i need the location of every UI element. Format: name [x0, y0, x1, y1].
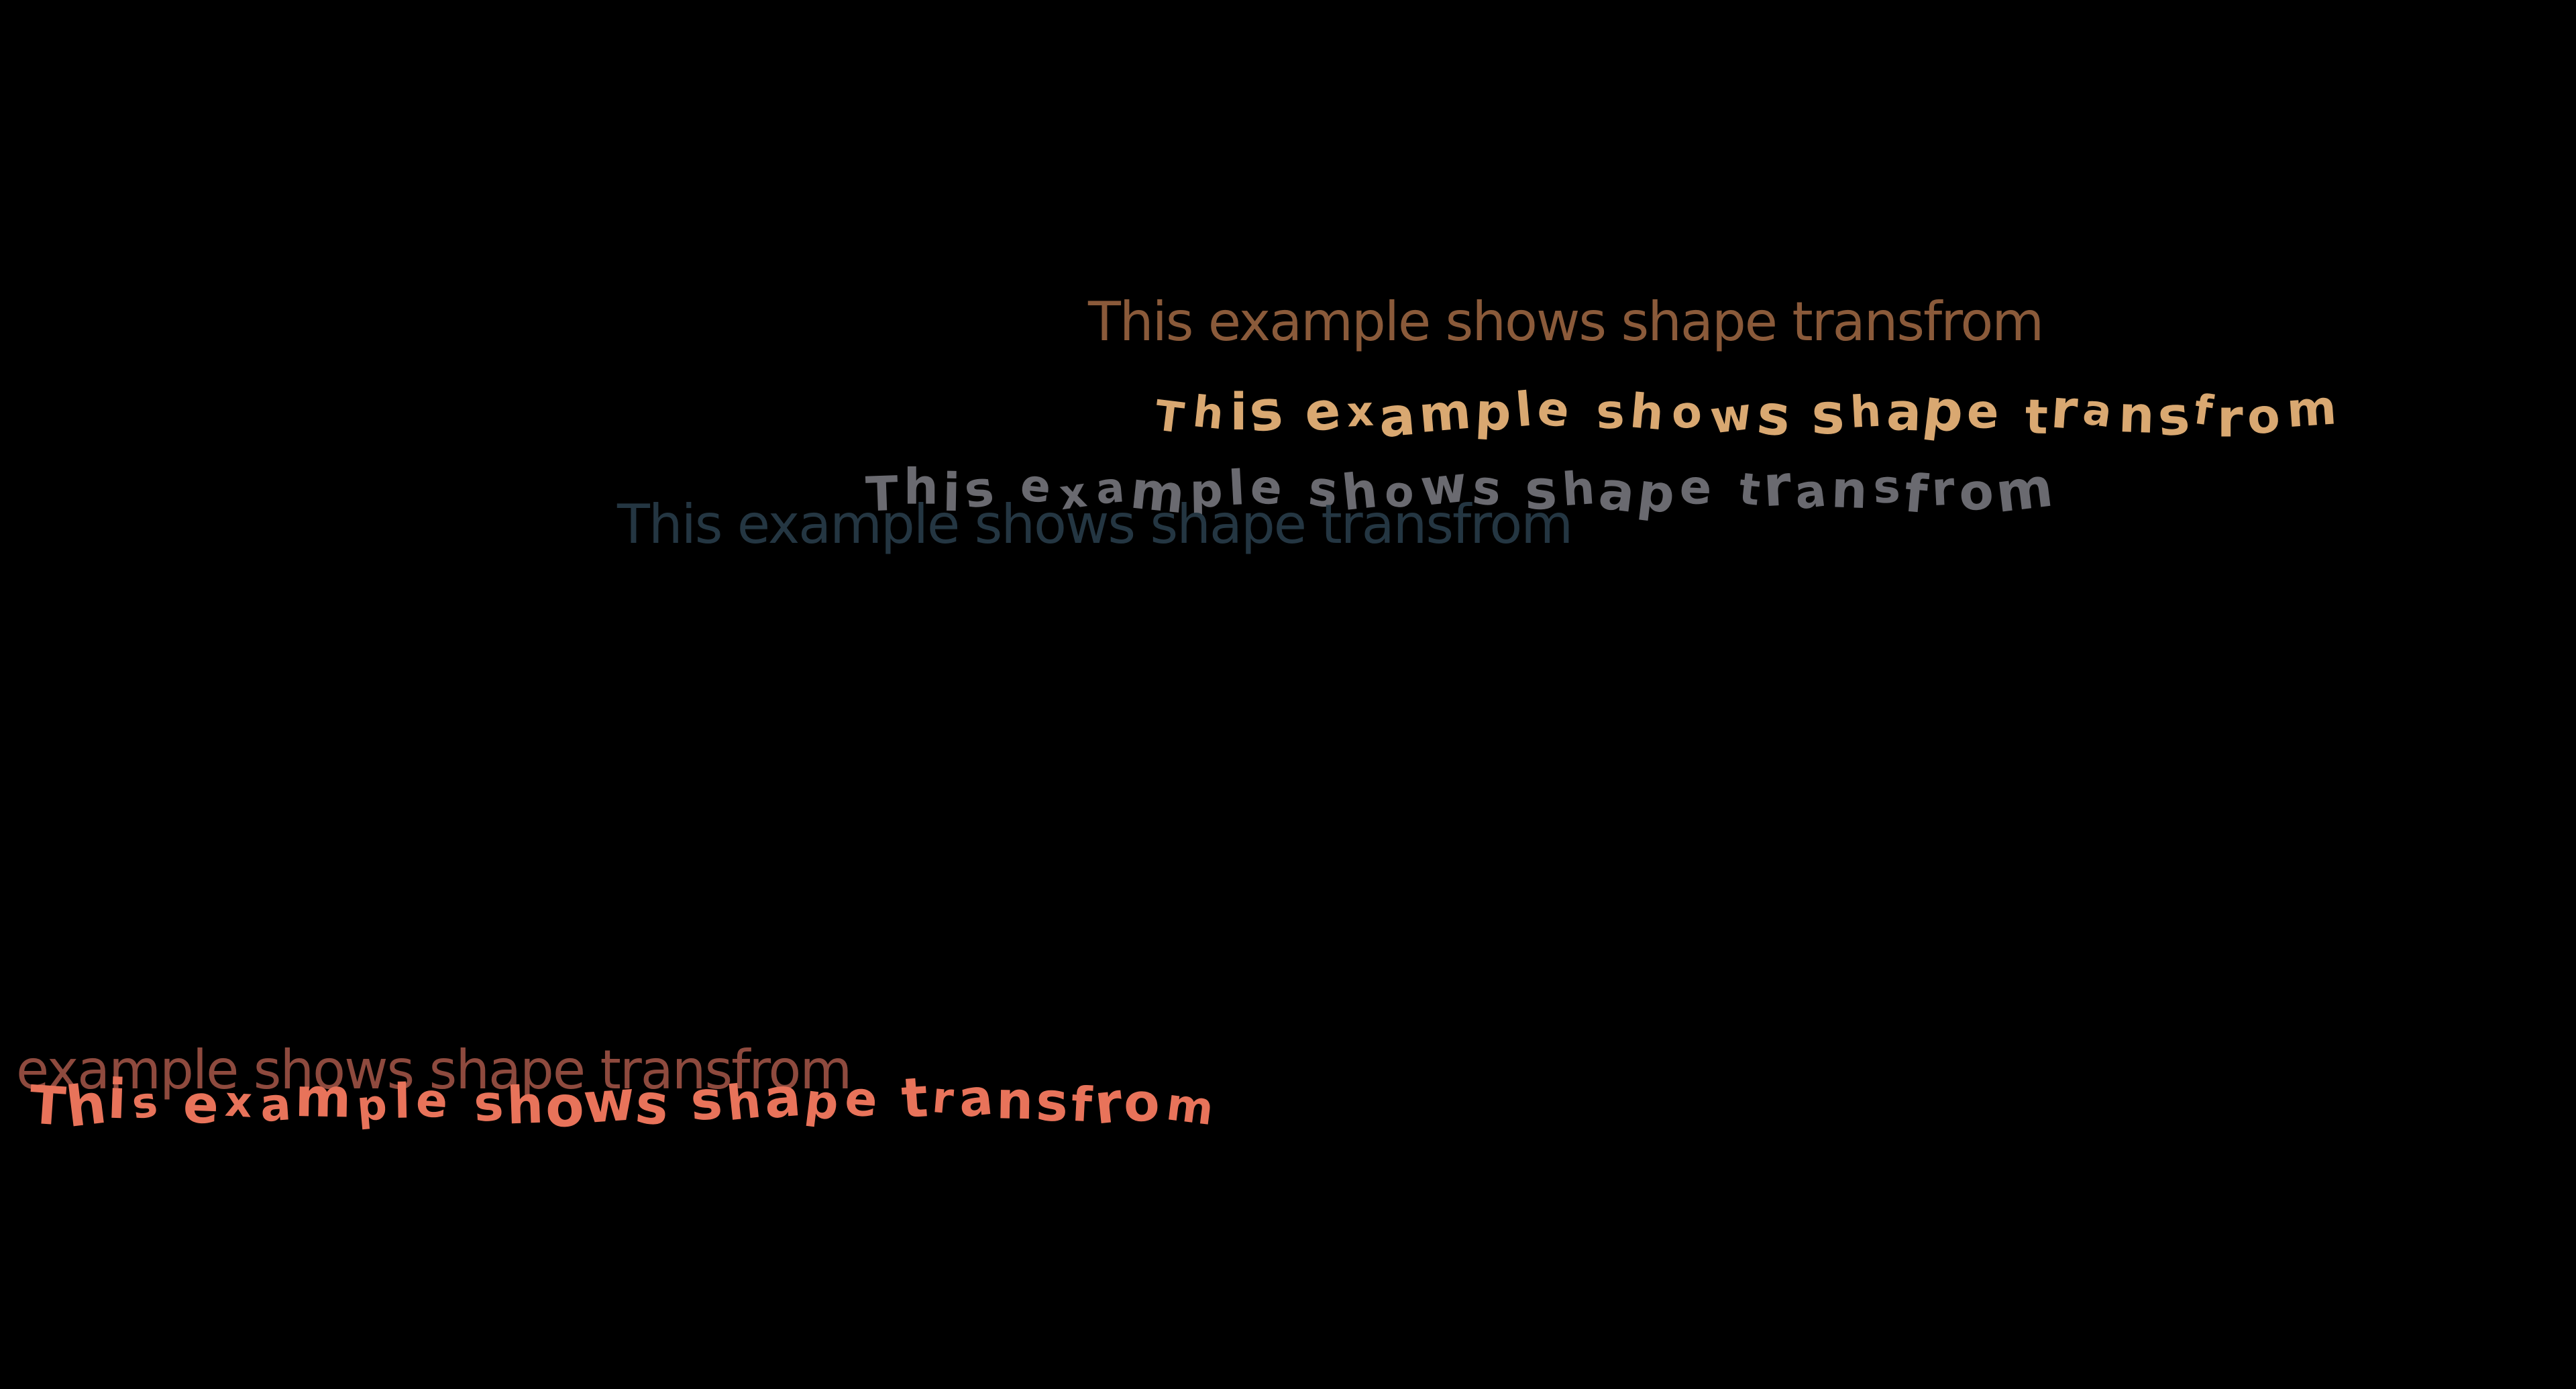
text-line-brown: This example shows shape transfrom — [1088, 291, 2044, 353]
glyph: a — [956, 1068, 999, 1129]
glyph: h — [904, 458, 941, 516]
glyph: a — [1792, 463, 1832, 521]
glyph: r — [1930, 462, 1959, 517]
glyph: a — [1376, 384, 1421, 450]
glyph: n — [996, 1070, 1037, 1132]
glyph: s — [2155, 384, 2195, 449]
glyph: r — [930, 1072, 958, 1125]
glyph: r — [1761, 453, 1796, 520]
glyph: w — [581, 1068, 641, 1137]
glyph: o — [2244, 387, 2286, 446]
glyph: s — [1754, 382, 1796, 450]
glyph: t — [2024, 389, 2051, 446]
morphing-text-coral: This example shows shape transfrom — [28, 1066, 1220, 1141]
glyph: e — [182, 1074, 223, 1136]
glyph: e — [1966, 384, 2002, 440]
glyph: s — [1595, 384, 1628, 440]
glyph: p — [1474, 382, 1516, 443]
glyph: e — [1678, 460, 1715, 516]
glyph: a — [2080, 384, 2118, 438]
text-line-rust: example shows shape transfrom — [16, 1039, 852, 1101]
glyph: m — [1992, 456, 2059, 525]
glyph: m — [294, 1066, 355, 1131]
glyph: e — [1301, 380, 1346, 444]
glyph: o — [1669, 386, 1707, 440]
glyph — [1572, 388, 1597, 444]
glyph: i — [1230, 383, 1250, 442]
morphing-text-tan: This example shows shape transfrom — [1151, 376, 2341, 450]
glyph: f — [1069, 1077, 1096, 1133]
glyph: l — [393, 1074, 414, 1130]
glyph: h — [1627, 384, 1669, 442]
glyph: n — [1830, 460, 1872, 521]
glyph: r — [2049, 378, 2083, 442]
glyph: w — [1707, 388, 1758, 444]
glyph: a — [258, 1078, 295, 1133]
glyph: s — [472, 1074, 508, 1133]
glyph: h — [1190, 387, 1229, 440]
glyph: p — [1919, 376, 1970, 446]
glyph: p — [802, 1074, 844, 1131]
glyph: s — [1811, 382, 1848, 448]
glyph: o — [1957, 462, 1998, 523]
glyph: s — [1034, 1070, 1072, 1135]
glyph — [162, 1073, 183, 1127]
glyph: r — [2216, 388, 2246, 450]
glyph — [2001, 385, 2025, 434]
glyph: T — [1152, 391, 1189, 444]
glyph: p — [355, 1080, 392, 1131]
glyph: e — [843, 1071, 881, 1129]
glyph: h — [1848, 386, 1884, 438]
glyph: s — [632, 1072, 674, 1139]
glyph: e — [414, 1073, 452, 1129]
glyph: t — [899, 1066, 933, 1131]
glyph: h — [724, 1073, 766, 1132]
glyph: r — [1091, 1070, 1128, 1137]
glyph: p — [1634, 462, 1681, 526]
glyph — [1717, 465, 1735, 513]
text-line-slate: This example shows shape transfrom — [617, 493, 1573, 556]
glyph: a — [1595, 460, 1642, 525]
glyph: m — [1163, 1078, 1219, 1136]
glyph: n — [2117, 385, 2158, 446]
glyph: i — [106, 1068, 130, 1132]
glyph: s — [1872, 460, 1904, 514]
glyph: m — [1416, 382, 1476, 445]
glyph: x — [223, 1077, 256, 1128]
glyph: o — [1122, 1072, 1164, 1134]
glyph: x — [1345, 387, 1377, 437]
glyph: e — [1534, 380, 1575, 440]
glyph: f — [1902, 463, 1933, 526]
glyph: s — [128, 1077, 162, 1129]
glyph: s — [1246, 377, 1289, 446]
glyph: f — [2191, 385, 2218, 436]
glyph: s — [689, 1069, 727, 1133]
glyph: t — [1736, 464, 1765, 516]
glyph: l — [1513, 382, 1537, 438]
glyph: a — [761, 1066, 806, 1131]
glyph: a — [1885, 382, 1925, 444]
glyph — [670, 1076, 691, 1125]
glyph — [453, 1084, 472, 1129]
morphing-text-gray: This example shows shape transfrom — [864, 453, 2059, 525]
glyph: h — [506, 1075, 547, 1137]
glyph: h — [62, 1071, 113, 1141]
glyph: m — [2285, 380, 2341, 439]
